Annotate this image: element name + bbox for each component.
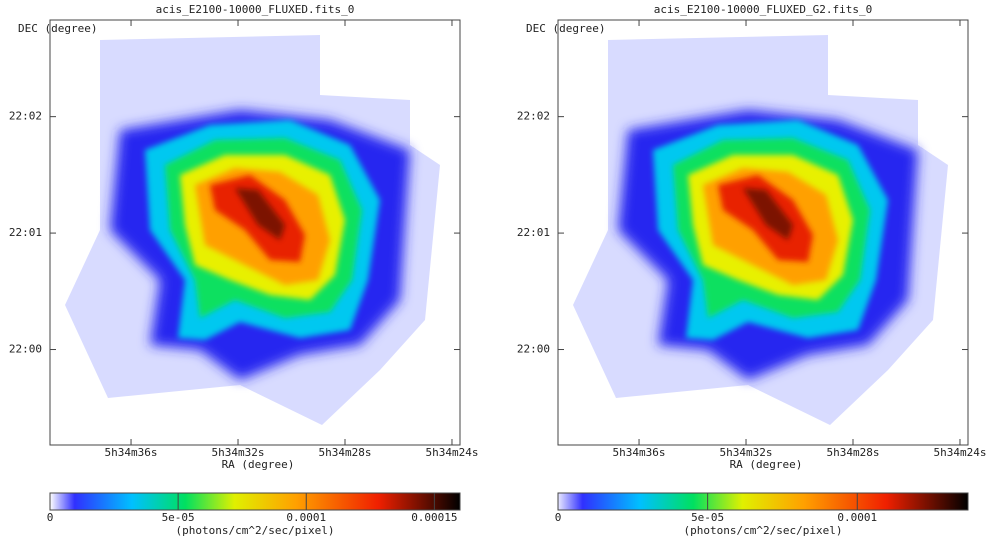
- y-axis-label: DEC (degree): [526, 22, 605, 35]
- y-tick-label: 22:00: [9, 343, 42, 356]
- x-tick-label: 5h34m24s: [933, 446, 986, 459]
- colorbar-tick-label: 5e-05: [691, 511, 724, 524]
- colorbar-label: (photons/cm^2/sec/pixel): [176, 524, 335, 537]
- plot-frame: [49, 19, 461, 446]
- colorbar: [49, 492, 461, 511]
- colorbar-tick-label: 0: [555, 511, 562, 524]
- image: [65, 35, 440, 425]
- image: [573, 35, 948, 425]
- y-tick-label: 22:01: [517, 226, 550, 239]
- x-tick-label: 5h34m28s: [827, 446, 880, 459]
- x-tick-label: 5h34m32s: [212, 446, 265, 459]
- x-axis-label: RA (degree): [222, 458, 295, 471]
- colorbar-label: (photons/cm^2/sec/pixel): [684, 524, 843, 537]
- x-tick-label: 5h34m28s: [319, 446, 372, 459]
- x-tick-label: 5h34m32s: [720, 446, 773, 459]
- x-tick-label: 5h34m36s: [105, 446, 158, 459]
- panel: acis_E2100-10000_FLUXED_G2.fits_0 DEC (de…: [517, 3, 987, 537]
- plot-frame: [557, 19, 969, 446]
- colorbar-tick-label: 0.0001: [286, 511, 326, 524]
- colorbar-tick-label: 0.0001: [837, 511, 877, 524]
- colorbar-tick-label: 5e-05: [162, 511, 195, 524]
- y-tick-label: 22:00: [517, 343, 550, 356]
- colorbar-tick-label: 0.00015: [411, 511, 457, 524]
- panel: acis_E2100-10000_FLUXED.fits_0 DEC (degre…: [9, 3, 479, 537]
- y-axis-label: DEC (degree): [18, 22, 97, 35]
- y-tick-label: 22:01: [9, 226, 42, 239]
- panel-title: acis_E2100-10000_FLUXED.fits_0: [156, 3, 355, 16]
- x-tick-label: 5h34m24s: [425, 446, 478, 459]
- y-tick-label: 22:02: [517, 110, 550, 123]
- y-tick-label: 22:02: [9, 110, 42, 123]
- colorbar: [557, 492, 969, 511]
- colorbar-tick-label: 0: [47, 511, 54, 524]
- x-axis-label: RA (degree): [730, 458, 803, 471]
- x-tick-label: 5h34m36s: [613, 446, 666, 459]
- panel-title: acis_E2100-10000_FLUXED_G2.fits_0: [654, 3, 873, 16]
